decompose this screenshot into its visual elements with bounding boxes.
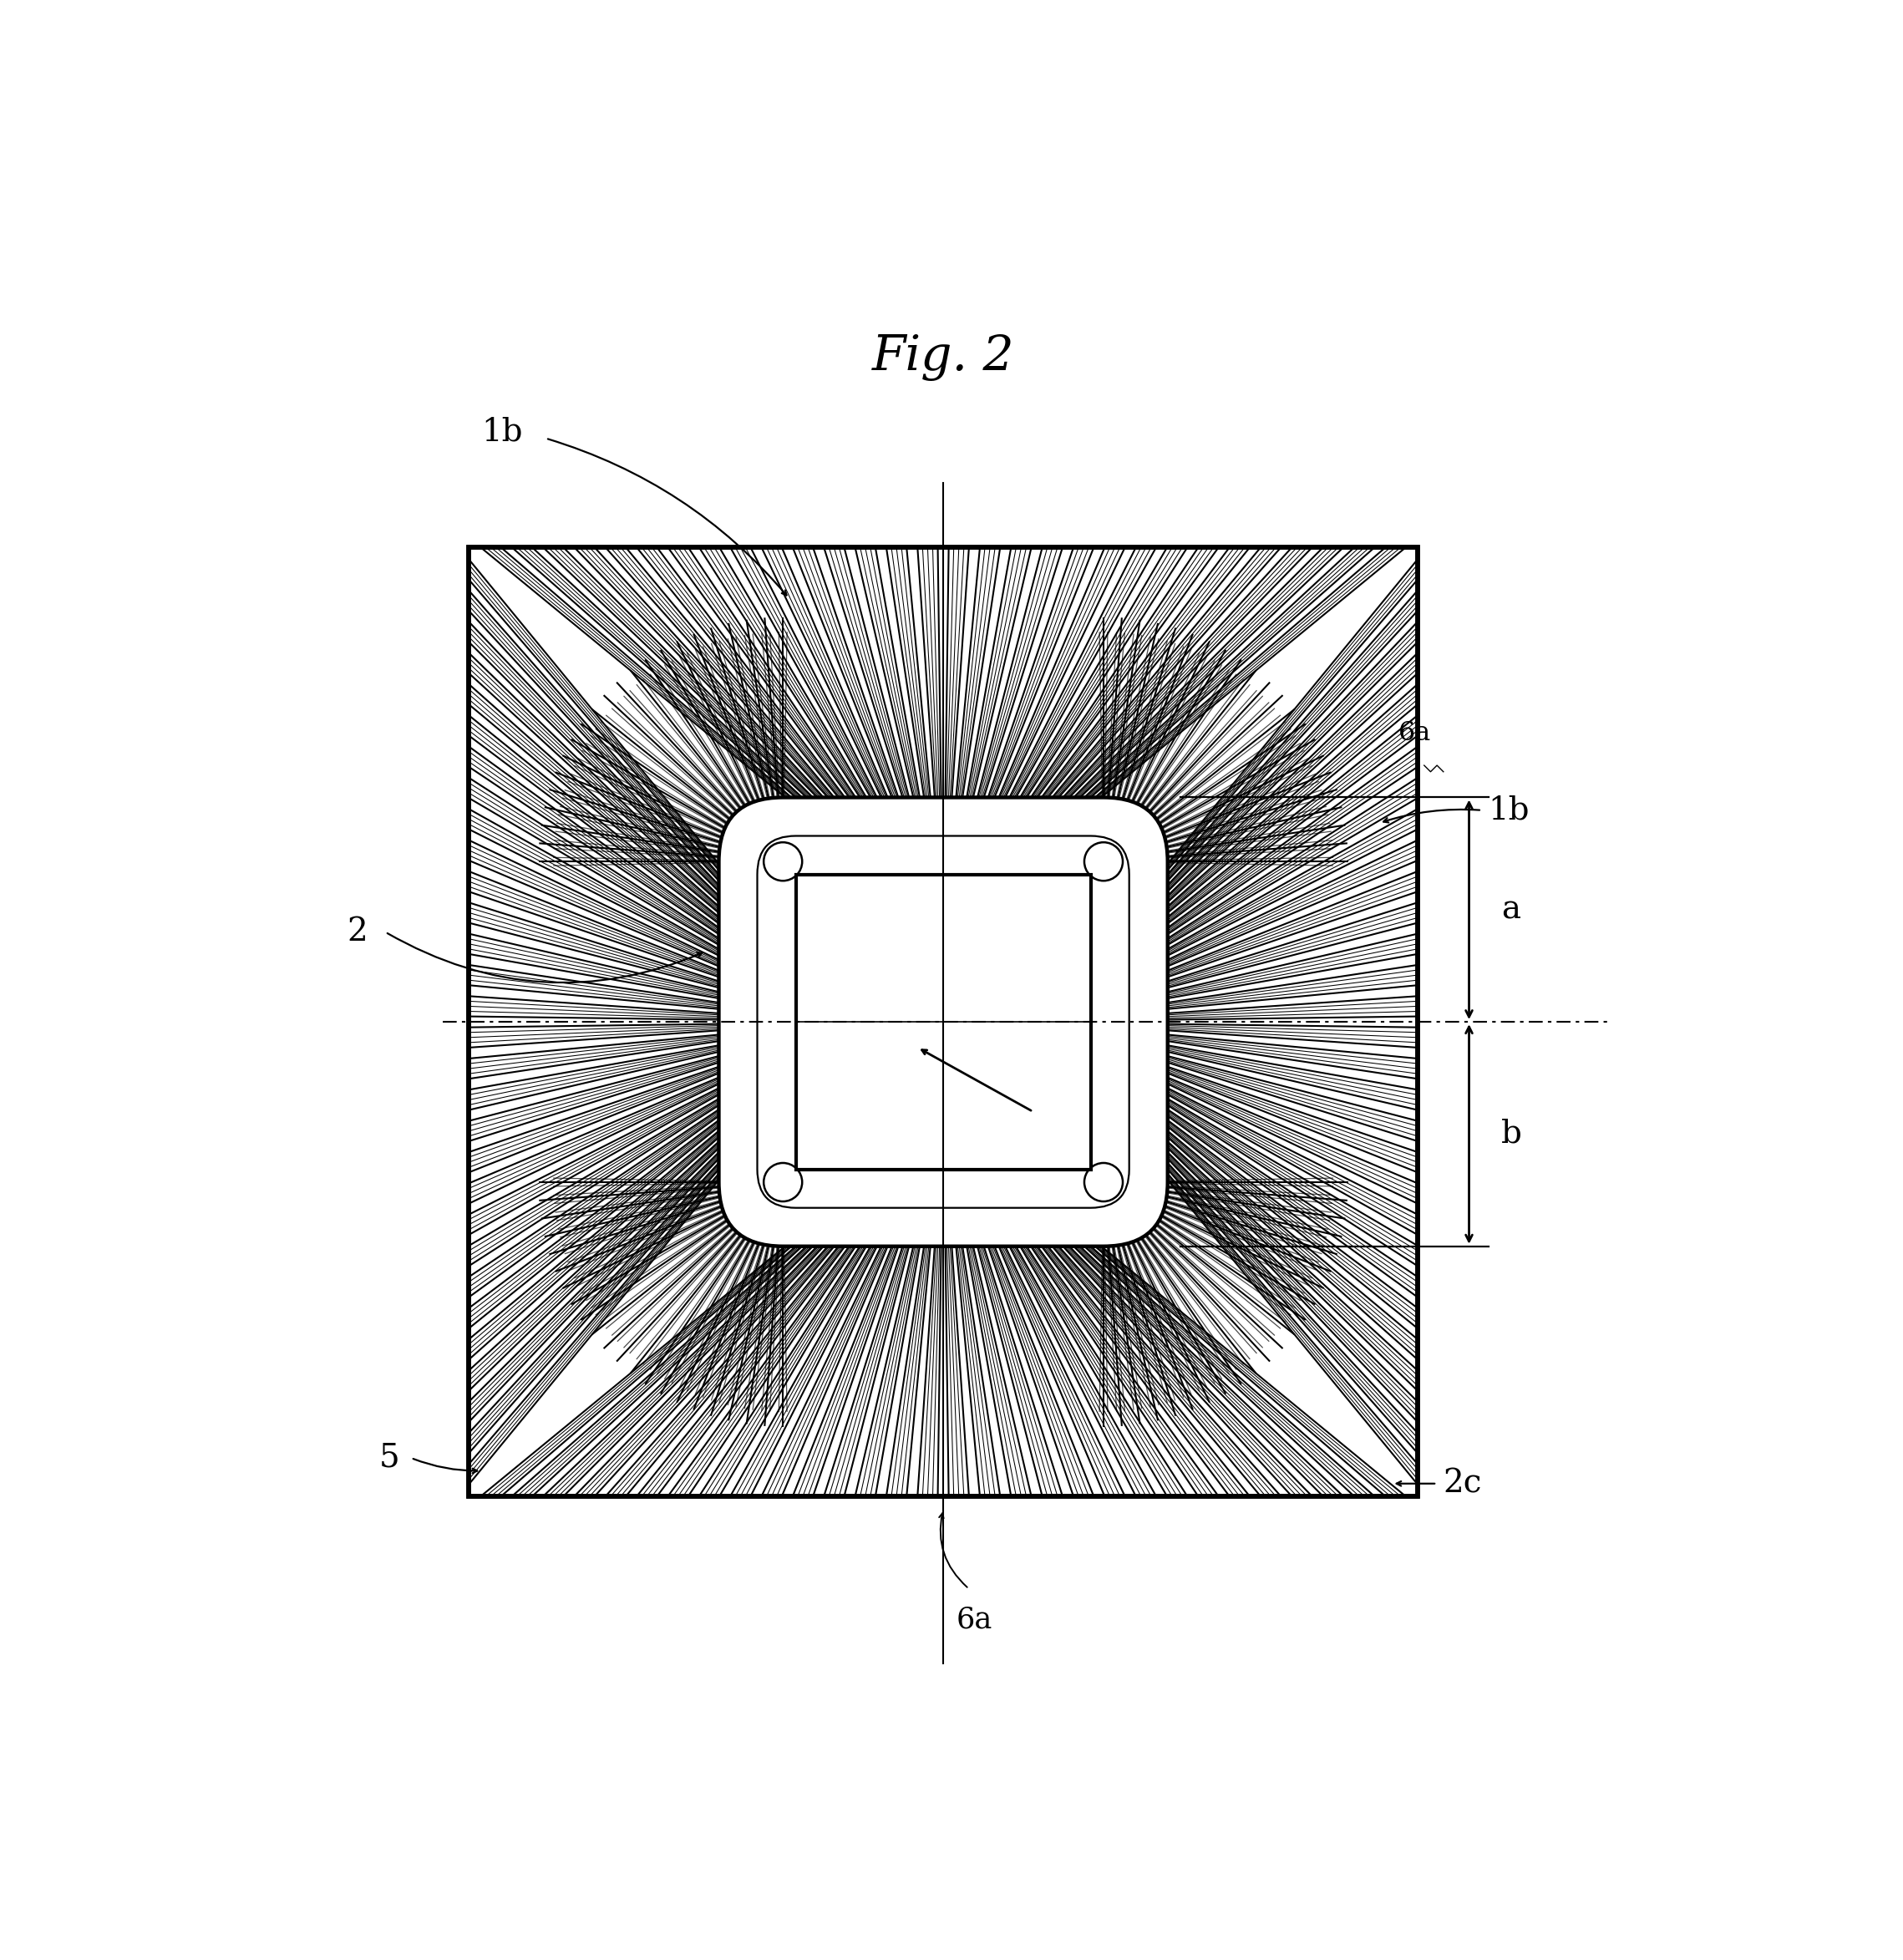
FancyBboxPatch shape [719,798,1168,1247]
Circle shape [763,1162,803,1201]
Bar [795,874,1090,1170]
Text: 2: 2 [346,917,367,947]
Circle shape [763,843,803,880]
Bar [468,547,1418,1495]
Text: 1b: 1b [1488,796,1530,825]
Text: 6a: 6a [1399,719,1431,747]
Text: 6a: 6a [955,1605,991,1635]
Text: Fig. 2: Fig. 2 [872,333,1014,380]
Text: 5: 5 [379,1443,400,1474]
Circle shape [1085,843,1123,880]
Text: 2c: 2c [1442,1468,1482,1499]
Text: b: b [1501,1119,1522,1151]
Bar [468,547,1418,1495]
Circle shape [1085,1162,1123,1201]
Text: 1b: 1b [481,416,523,447]
Text: a: a [1501,894,1520,925]
